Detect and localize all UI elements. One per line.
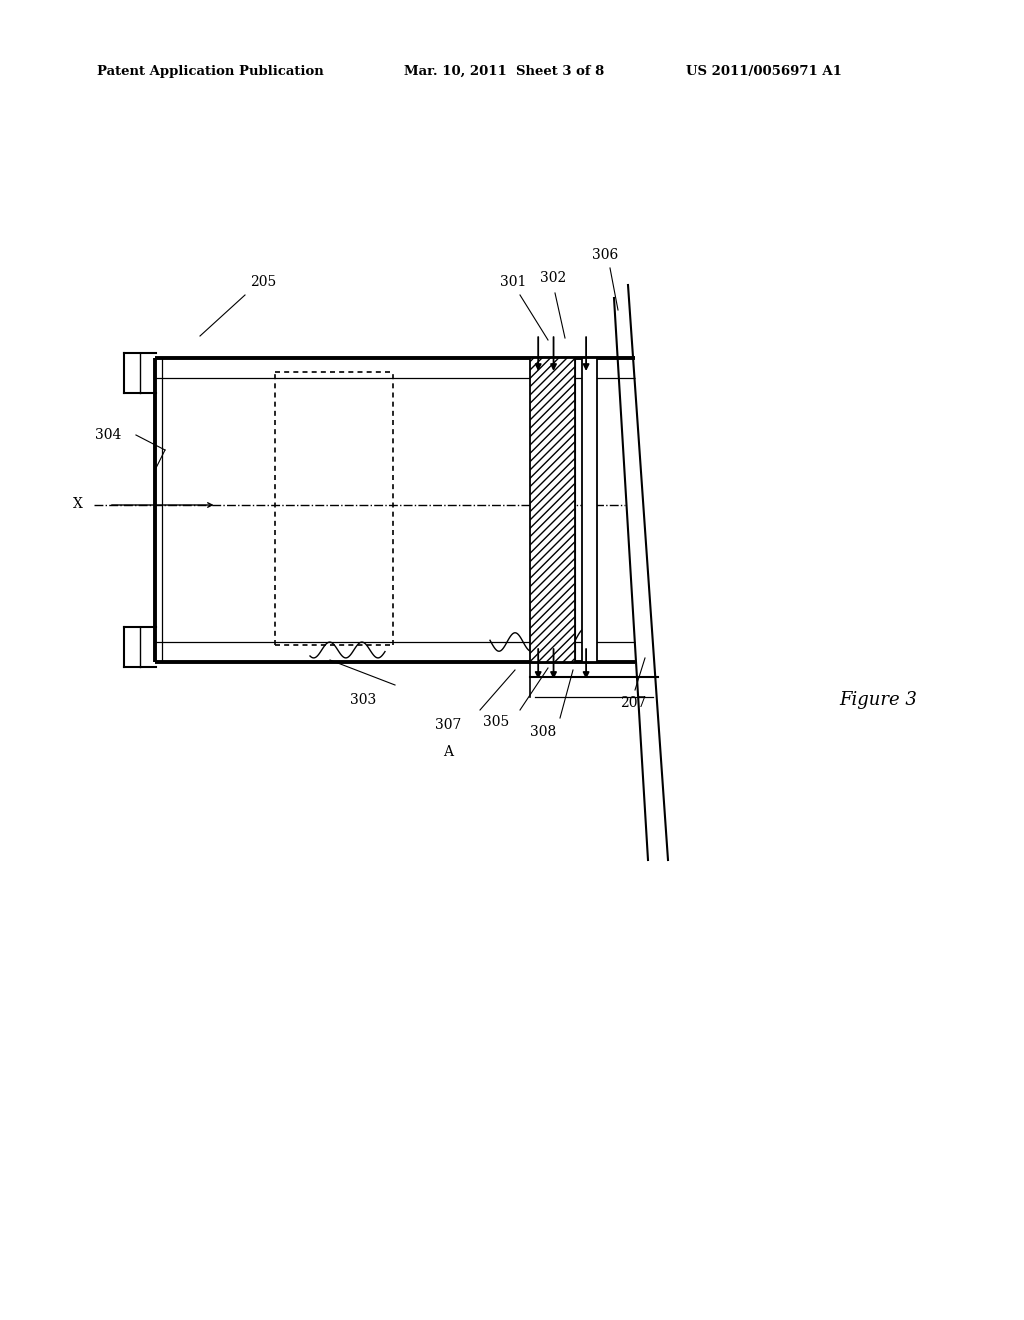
Text: 306: 306	[592, 248, 618, 261]
Text: Figure 3: Figure 3	[840, 690, 918, 709]
Text: 207: 207	[620, 696, 646, 710]
Text: 301: 301	[500, 275, 526, 289]
Bar	[530, 358, 575, 663]
Text: 305: 305	[483, 715, 509, 729]
Text: Mar. 10, 2011  Sheet 3 of 8: Mar. 10, 2011 Sheet 3 of 8	[404, 65, 605, 78]
Text: A: A	[443, 744, 453, 759]
Text: 302: 302	[540, 271, 566, 285]
Text: US 2011/0056971 A1: US 2011/0056971 A1	[686, 65, 842, 78]
Text: 307: 307	[435, 718, 462, 733]
Bar	[582, 358, 597, 663]
Text: 308: 308	[530, 725, 556, 739]
Text: Patent Application Publication: Patent Application Publication	[97, 65, 324, 78]
Text: 304: 304	[95, 428, 122, 442]
Text: 303: 303	[350, 693, 376, 708]
Text: X: X	[74, 496, 83, 511]
Text: 205: 205	[250, 275, 276, 289]
